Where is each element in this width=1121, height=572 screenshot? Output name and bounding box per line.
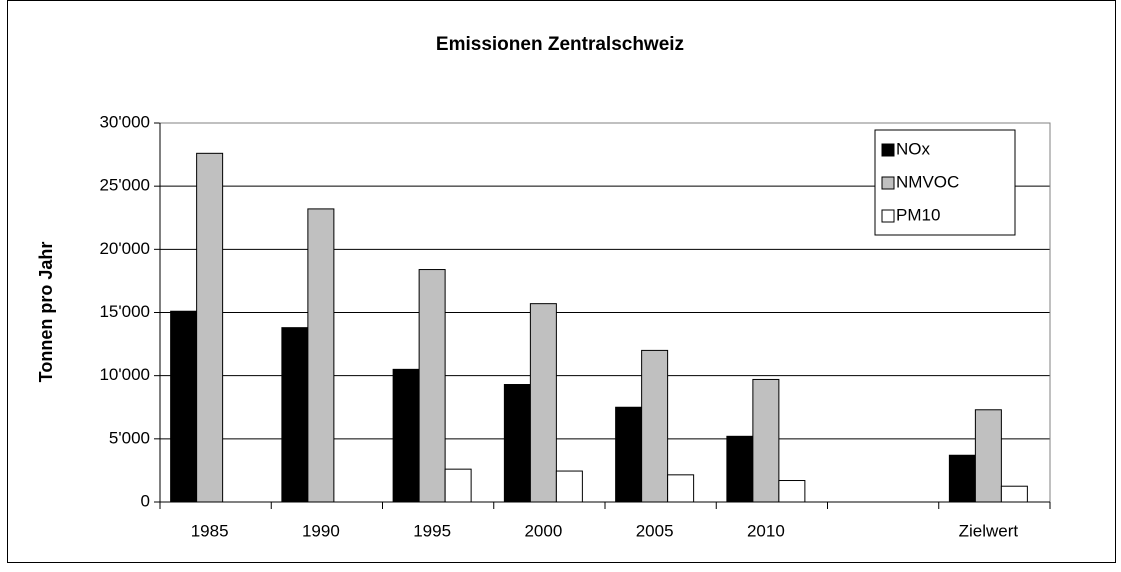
y-axis-label: Tonnen pro Jahr <box>36 242 56 383</box>
bar <box>281 327 309 503</box>
bar <box>1000 485 1028 503</box>
y-tick-label: 15'000 <box>99 302 150 321</box>
y-tick-label: 5'000 <box>109 428 150 447</box>
bar <box>778 480 806 503</box>
legend-swatch <box>881 209 895 223</box>
legend-label: NOx <box>896 139 931 158</box>
bar <box>444 468 472 503</box>
bar <box>667 474 695 503</box>
legend-swatch <box>881 176 895 190</box>
x-tick-label: 2000 <box>524 521 562 540</box>
x-tick-label: 1990 <box>302 521 340 540</box>
y-tick-label: 30'000 <box>99 112 150 131</box>
legend-box <box>874 129 1016 236</box>
chart-title: Emissionen Zentralschweiz <box>436 34 684 55</box>
y-tick-label: 10'000 <box>99 365 150 384</box>
legend-label: NMVOC <box>896 172 959 191</box>
bar <box>529 303 557 503</box>
x-tick-label: 1985 <box>191 521 229 540</box>
bar <box>752 378 780 503</box>
bar <box>615 406 643 503</box>
bar <box>418 269 446 503</box>
legend-swatch <box>881 143 895 157</box>
x-tick-label: 2010 <box>747 521 785 540</box>
bar <box>196 152 224 503</box>
bar <box>392 368 420 503</box>
y-tick-label: 20'000 <box>99 239 150 258</box>
bar <box>948 454 976 503</box>
y-tick-label: 0 <box>141 491 150 510</box>
bar <box>641 349 669 503</box>
bar <box>974 409 1002 503</box>
x-tick-label: 1995 <box>413 521 451 540</box>
x-tick-label: 2005 <box>636 521 674 540</box>
legend-label: PM10 <box>896 205 940 224</box>
bar <box>170 310 198 503</box>
bar <box>307 208 335 503</box>
bar <box>726 435 754 503</box>
y-tick-label: 25'000 <box>99 176 150 195</box>
bar <box>555 470 583 503</box>
x-tick-label: Zielwert <box>959 521 1019 540</box>
bar <box>503 384 531 503</box>
